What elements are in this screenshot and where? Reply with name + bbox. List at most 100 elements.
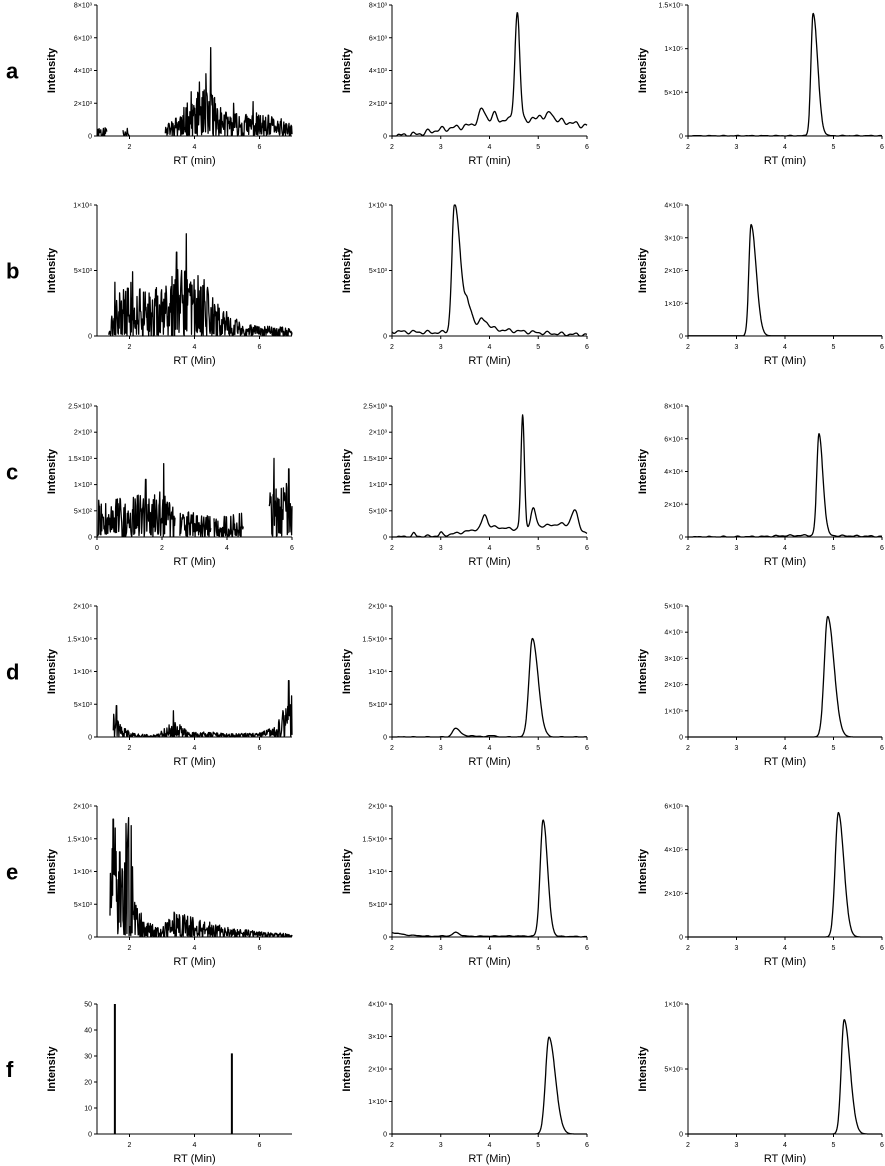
x-tick-label: 4 bbox=[783, 344, 787, 351]
x-tick-label: 4 bbox=[193, 745, 197, 752]
y-tick-label: 0 bbox=[679, 935, 683, 942]
x-tick-label: 4 bbox=[783, 745, 787, 752]
y-tick-label: 5×10⁴ bbox=[664, 90, 683, 97]
y-tick-label: 1.5×10⁵ bbox=[658, 3, 683, 10]
y-tick-label: 2×10³ bbox=[74, 430, 93, 437]
x-tick-label: 4 bbox=[783, 1142, 787, 1149]
y-tick-label: 0 bbox=[383, 134, 387, 141]
x-tick-label: 4 bbox=[193, 344, 197, 351]
y-tick-label: 3×10⁵ bbox=[664, 235, 683, 242]
x-tick-label: 2 bbox=[390, 945, 394, 952]
y-axis-title: Intensity bbox=[46, 1046, 58, 1092]
y-tick-label: 0 bbox=[88, 1132, 92, 1139]
y-tick-label: 0 bbox=[383, 735, 387, 742]
y-tick-label: 5×10³ bbox=[74, 268, 93, 275]
y-tick-label: 4×10⁵ bbox=[664, 203, 683, 210]
x-axis-title: RT (min) bbox=[173, 155, 215, 167]
y-tick-label: 5×10⁵ bbox=[664, 1067, 683, 1074]
x-tick-label: 5 bbox=[536, 545, 540, 552]
y-tick-label: 2.5×10³ bbox=[68, 404, 93, 411]
y-tick-label: 1×10⁴ bbox=[73, 669, 92, 676]
y-tick-label: 3×10⁴ bbox=[368, 1034, 387, 1041]
series-line-0 bbox=[687, 223, 883, 337]
y-axis-title: Intensity bbox=[46, 848, 58, 894]
chart-panel-d1: 0 5×10³ 1×10⁴ 1.5×10⁴ 2×10⁴ 2 4 6 RT (Min) Intens… bbox=[46, 604, 293, 768]
row-label-d: d bbox=[6, 660, 19, 685]
x-tick-label: 2 bbox=[128, 144, 132, 151]
y-axis-title: Intensity bbox=[341, 47, 353, 93]
x-tick-label: 2 bbox=[686, 745, 690, 752]
x-axis-title: RT (Min) bbox=[173, 355, 215, 367]
x-tick-label: 3 bbox=[439, 144, 443, 151]
x-tick-label: 5 bbox=[832, 545, 836, 552]
x-tick-label: 6 bbox=[585, 144, 589, 151]
y-tick-label: 2×10⁴ bbox=[664, 502, 683, 509]
x-tick-label: 2 bbox=[686, 344, 690, 351]
x-tick-label: 2 bbox=[160, 545, 164, 552]
y-tick-label: 0 bbox=[383, 535, 387, 542]
chart-panel-c2: 0 5×10² 1×10³ 1.5×10³ 2×10³ 2.5×10³ 2 3 4 5 6 RT (M… bbox=[341, 404, 589, 569]
x-tick-label: 5 bbox=[536, 144, 540, 151]
x-tick-label: 3 bbox=[439, 945, 443, 952]
x-tick-label: 2 bbox=[390, 545, 394, 552]
y-tick-label: 4×10³ bbox=[369, 68, 388, 75]
y-tick-label: 1×10⁴ bbox=[73, 869, 92, 876]
x-tick-label: 2 bbox=[686, 545, 690, 552]
y-tick-label: 0 bbox=[88, 334, 92, 341]
x-tick-label: 6 bbox=[258, 1142, 262, 1149]
y-tick-label: 0 bbox=[679, 134, 683, 141]
y-tick-label: 8×10³ bbox=[74, 3, 93, 10]
y-tick-label: 1.5×10⁴ bbox=[67, 636, 92, 643]
x-tick-label: 2 bbox=[128, 945, 132, 952]
chart-panel-c3: 0 2×10⁴ 4×10⁴ 6×10⁴ 8×10⁴ 2 3 4 5 6 RT (Min) Intens… bbox=[637, 404, 884, 569]
y-tick-label: 1×10⁴ bbox=[73, 203, 92, 210]
y-tick-label: 2×10³ bbox=[74, 101, 93, 108]
row-label-f: f bbox=[6, 1057, 14, 1082]
y-tick-label: 6×10⁵ bbox=[664, 804, 683, 811]
y-tick-label: 2×10⁴ bbox=[73, 604, 92, 611]
y-tick-label: 5×10³ bbox=[369, 902, 388, 909]
series-line-0 bbox=[108, 233, 293, 337]
x-tick-label: 6 bbox=[258, 144, 262, 151]
y-tick-label: 1×10³ bbox=[74, 482, 93, 489]
y-tick-label: 2×10⁴ bbox=[368, 604, 387, 611]
x-tick-label: 4 bbox=[225, 545, 229, 552]
y-tick-label: 0 bbox=[679, 735, 683, 742]
x-axis-title: RT (Min) bbox=[173, 956, 215, 968]
y-tick-label: 0 bbox=[383, 1132, 387, 1139]
y-tick-label: 0 bbox=[383, 935, 387, 942]
chart-panel-f3: 0 5×10⁵ 1×10⁶ 2 3 4 5 6 RT (Min) Intensity bbox=[637, 1002, 884, 1166]
x-tick-label: 5 bbox=[832, 344, 836, 351]
x-tick-label: 5 bbox=[832, 1142, 836, 1149]
y-tick-label: 2×10⁴ bbox=[368, 804, 387, 811]
y-tick-label: 5×10³ bbox=[369, 702, 388, 709]
y-axis-title: Intensity bbox=[637, 848, 649, 894]
y-tick-label: 50 bbox=[84, 1002, 92, 1009]
y-tick-label: 10 bbox=[84, 1106, 92, 1113]
x-tick-label: 3 bbox=[735, 945, 739, 952]
y-tick-label: 1×10⁴ bbox=[368, 669, 387, 676]
y-tick-label: 5×10³ bbox=[74, 902, 93, 909]
x-tick-label: 6 bbox=[258, 344, 262, 351]
x-tick-label: 6 bbox=[258, 745, 262, 752]
x-axis-title: RT (Min) bbox=[764, 1153, 806, 1165]
x-axis-title: RT (Min) bbox=[468, 1153, 510, 1165]
chart-panel-b3: 0 1×10⁵ 2×10⁵ 3×10⁵ 4×10⁵ 2 3 4 5 6 RT (Min) Intens… bbox=[637, 203, 884, 368]
x-axis-title: RT (Min) bbox=[468, 756, 510, 768]
y-axis-title: Intensity bbox=[637, 1046, 649, 1092]
x-tick-label: 2 bbox=[390, 1142, 394, 1149]
x-tick-label: 6 bbox=[585, 344, 589, 351]
y-tick-label: 2×10⁴ bbox=[368, 1067, 387, 1074]
x-axis-title: RT (Min) bbox=[764, 355, 806, 367]
x-tick-label: 4 bbox=[488, 144, 492, 151]
x-tick-label: 4 bbox=[193, 945, 197, 952]
x-tick-label: 4 bbox=[488, 545, 492, 552]
x-tick-label: 5 bbox=[832, 144, 836, 151]
x-tick-label: 3 bbox=[735, 144, 739, 151]
y-axis-title: Intensity bbox=[341, 848, 353, 894]
x-axis-title: RT (Min) bbox=[764, 956, 806, 968]
y-axis-title: Intensity bbox=[341, 247, 353, 293]
x-tick-label: 6 bbox=[290, 545, 294, 552]
y-axis-title: Intensity bbox=[46, 247, 58, 293]
y-tick-label: 4×10³ bbox=[74, 68, 93, 75]
